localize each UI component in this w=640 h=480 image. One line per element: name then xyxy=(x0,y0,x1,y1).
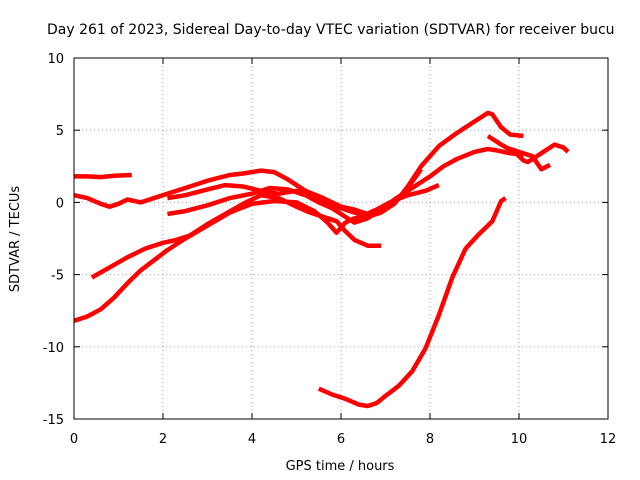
x-tick-label: 10 xyxy=(511,432,528,447)
series-line-arc-1 xyxy=(74,172,132,180)
series-line-arc-7 xyxy=(317,196,507,409)
x-tick-label: 8 xyxy=(426,432,434,447)
y-tick-label: 0 xyxy=(56,196,64,211)
series-group xyxy=(73,110,570,409)
y-tick-label: -15 xyxy=(43,413,64,428)
chart-title: Day 261 of 2023, Sidereal Day-to-day VTE… xyxy=(47,22,615,38)
axis-ticks: 0 2 4 6 8 10 12 10 5 0 -5 -10 -15 xyxy=(43,52,617,447)
series-line-arc-9 xyxy=(504,145,552,172)
y-axis-label: SDTVAR / TECUs xyxy=(8,186,23,293)
x-tick-label: 12 xyxy=(600,432,617,447)
grid xyxy=(74,58,608,419)
x-tick-label: 6 xyxy=(337,432,345,447)
y-tick-label: -5 xyxy=(51,269,64,284)
series-line-arc-6 xyxy=(73,110,524,323)
y-tick-label: 10 xyxy=(47,52,64,67)
x-axis-label: GPS time / hours xyxy=(286,459,395,474)
series-line-arc-5 xyxy=(90,192,382,280)
y-tick-label: -10 xyxy=(43,341,64,356)
x-tick-label: 2 xyxy=(159,432,167,447)
y-tick-label: 5 xyxy=(56,124,64,139)
x-tick-label: 4 xyxy=(248,432,256,447)
x-tick-label: 0 xyxy=(70,432,78,447)
series-line-arc-4 xyxy=(167,146,524,225)
